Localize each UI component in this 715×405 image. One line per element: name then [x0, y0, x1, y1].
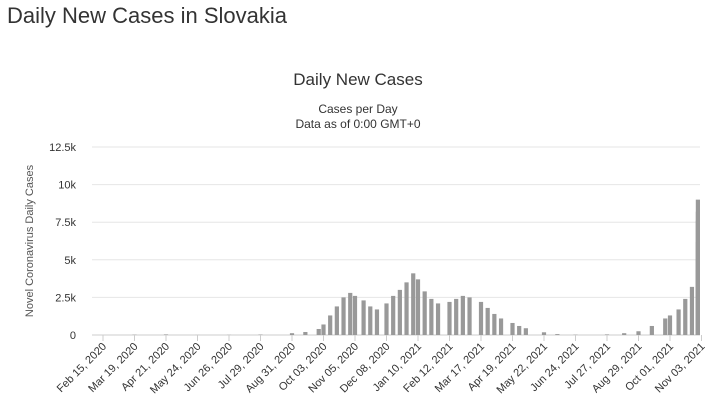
- case-bar[interactable]: [492, 313, 497, 335]
- case-bar[interactable]: [368, 306, 373, 335]
- y-tick-label: 5k: [64, 255, 76, 267]
- case-bar[interactable]: [334, 306, 339, 335]
- case-bar[interactable]: [541, 332, 547, 335]
- case-bar[interactable]: [404, 282, 409, 335]
- y-axis-ticks: 0 2.5k 5k 7.5k 10k 12.5k: [49, 142, 76, 342]
- page-heading: Daily New Cases in Slovakia: [7, 3, 287, 28]
- case-bar[interactable]: [485, 307, 490, 335]
- case-bar[interactable]: [649, 325, 654, 335]
- case-bar[interactable]: [517, 325, 522, 335]
- case-bar[interactable]: [328, 315, 333, 335]
- case-bar[interactable]: [689, 286, 695, 335]
- case-bar[interactable]: [636, 331, 641, 335]
- case-bar[interactable]: [341, 297, 346, 335]
- case-bar[interactable]: [391, 295, 396, 335]
- case-bar[interactable]: [555, 334, 560, 335]
- grid-lines: [92, 146, 700, 336]
- case-bar[interactable]: [361, 300, 366, 335]
- case-bar[interactable]: [523, 328, 528, 335]
- case-bar[interactable]: [163, 334, 169, 335]
- case-bar[interactable]: [321, 324, 326, 335]
- case-bar[interactable]: [454, 298, 459, 335]
- case-bar[interactable]: [316, 328, 321, 335]
- case-bar[interactable]: [695, 211, 700, 335]
- case-bar[interactable]: [429, 298, 434, 335]
- case-bar[interactable]: [604, 334, 610, 335]
- case-bar[interactable]: [348, 292, 353, 335]
- case-bar[interactable]: [415, 279, 421, 335]
- y-tick-label: 7.5k: [55, 217, 76, 229]
- y-axis-label: Novel Coronavirus Daily Cases: [24, 164, 36, 317]
- case-bar[interactable]: [683, 298, 688, 335]
- case-bar[interactable]: [384, 303, 389, 335]
- case-bar[interactable]: [467, 297, 472, 335]
- case-bar[interactable]: [663, 318, 668, 335]
- case-bar[interactable]: [447, 301, 452, 335]
- case-bar[interactable]: [422, 291, 427, 335]
- case-bar[interactable]: [676, 309, 681, 335]
- case-bar[interactable]: [289, 333, 295, 335]
- case-bar[interactable]: [622, 333, 627, 335]
- case-bar[interactable]: [397, 289, 402, 335]
- chart-title: Daily New Cases: [293, 70, 422, 89]
- case-bar[interactable]: [498, 318, 504, 335]
- case-bar[interactable]: [478, 301, 484, 335]
- y-tick-label: 10k: [58, 180, 76, 192]
- y-tick-label: 0: [70, 330, 76, 342]
- chart-subtitle-line-2: Data as of 0:00 GMT+0: [295, 117, 420, 131]
- y-tick-label: 12.5k: [49, 142, 76, 154]
- case-bar[interactable]: [352, 295, 358, 335]
- case-bar[interactable]: [303, 331, 308, 335]
- case-bar[interactable]: [374, 309, 380, 335]
- case-bar[interactable]: [667, 315, 673, 335]
- bar-series: [132, 199, 700, 335]
- case-bar[interactable]: [435, 303, 441, 335]
- chart-subtitle-line-1: Cases per Day: [318, 102, 397, 116]
- case-bar[interactable]: [460, 295, 465, 335]
- case-bar[interactable]: [510, 322, 515, 335]
- case-bar[interactable]: [411, 273, 416, 335]
- y-tick-label: 2.5k: [55, 292, 76, 304]
